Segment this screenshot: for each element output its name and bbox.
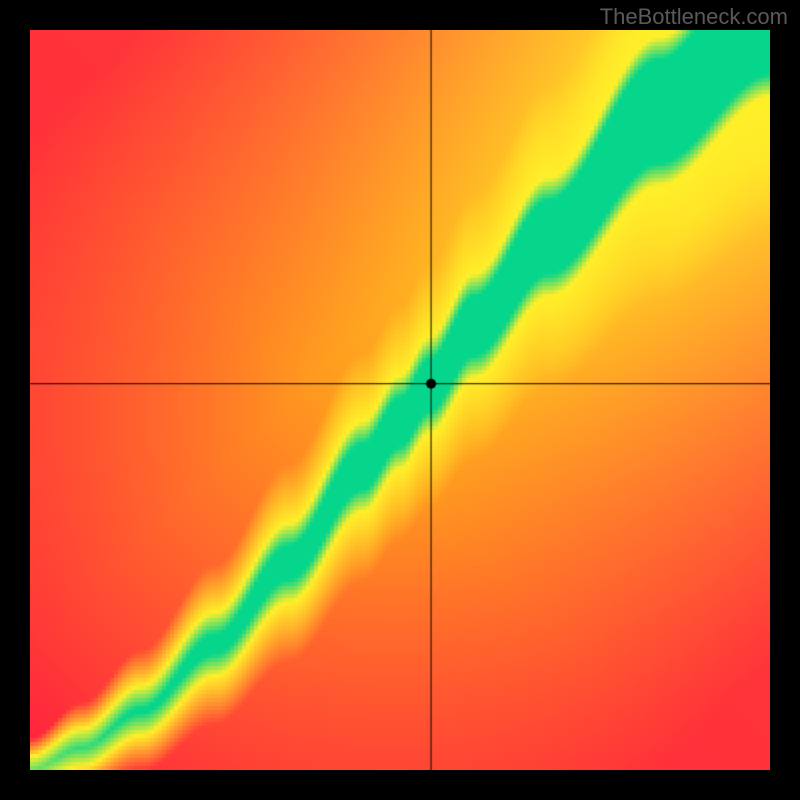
heatmap-canvas [30,30,770,770]
bottleneck-chart: TheBottleneck.com [0,0,800,800]
watermark-label: TheBottleneck.com [600,4,788,30]
